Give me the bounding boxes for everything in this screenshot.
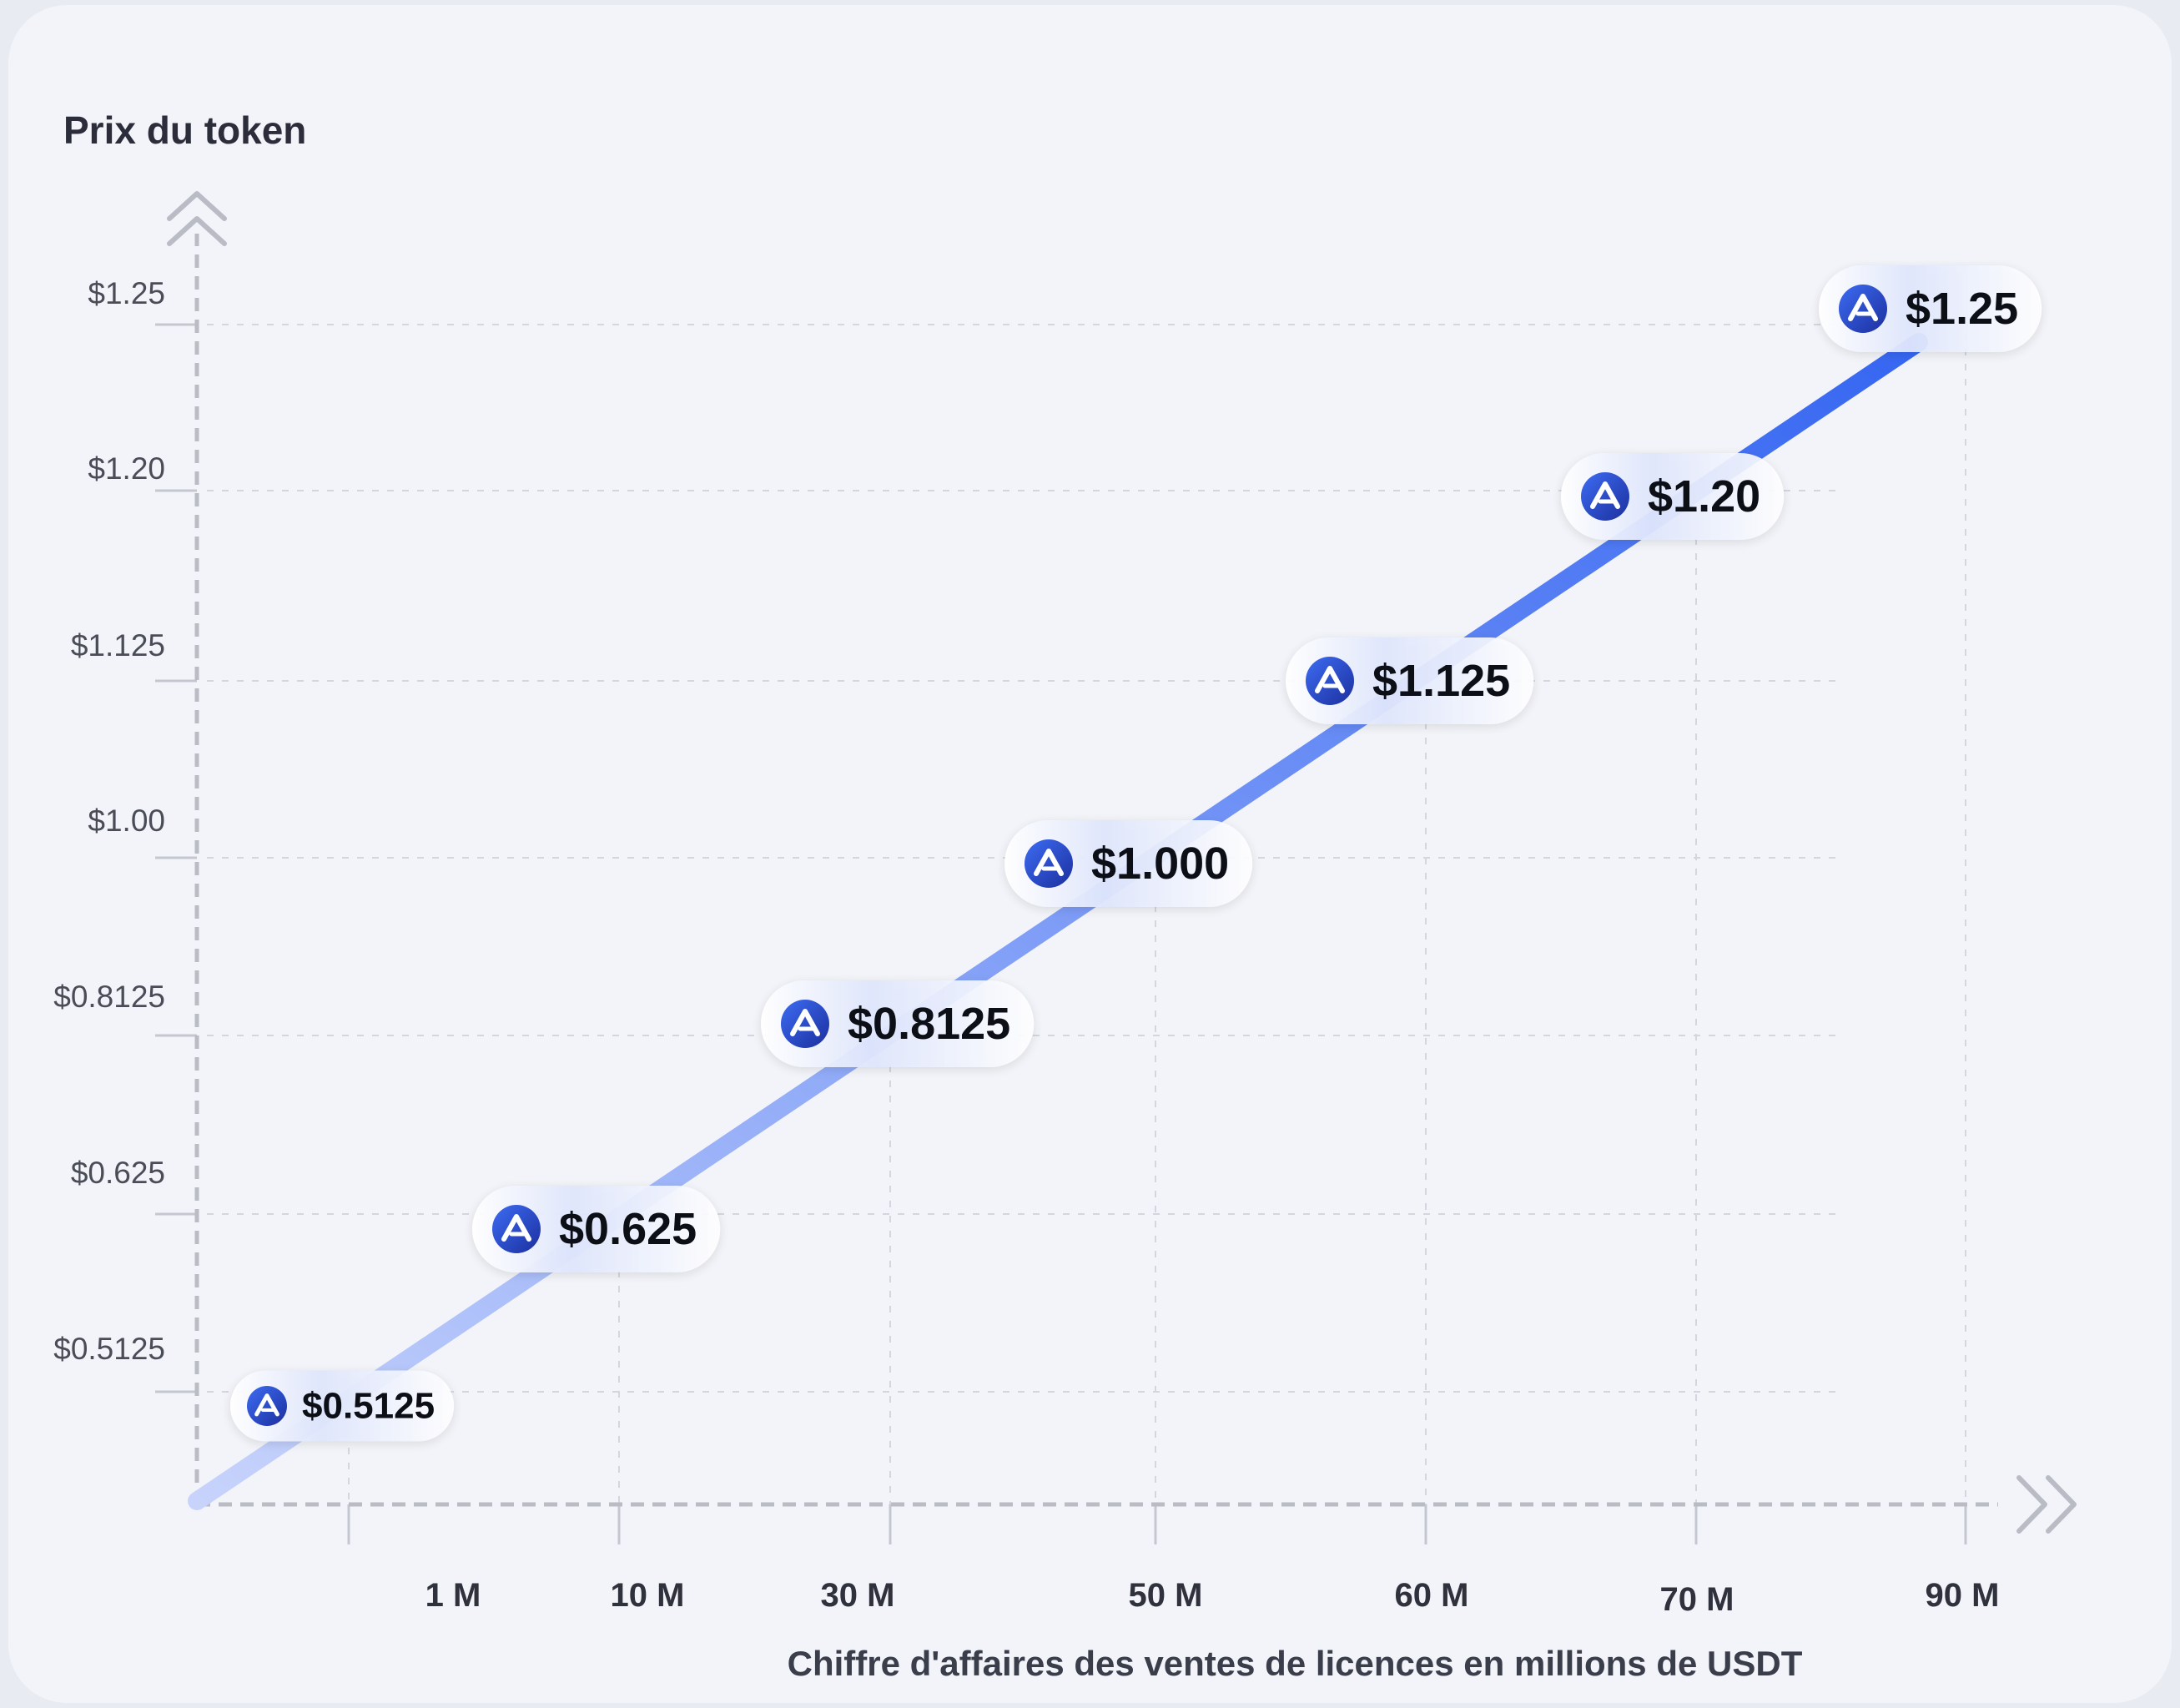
data-label-pill xyxy=(1286,637,1534,724)
token-logo-icon xyxy=(1306,657,1354,705)
axes xyxy=(167,191,2077,1534)
y-tick-label: $0.5125 xyxy=(53,1332,165,1366)
token-logo-icon xyxy=(247,1386,287,1426)
token-logo-icon xyxy=(1839,285,1887,333)
y-tick-label: $1.25 xyxy=(88,276,165,310)
data-label-value: $1.000 xyxy=(1091,839,1229,889)
data-label: $0.8125 xyxy=(761,980,1035,1067)
data-label-value: $1.125 xyxy=(1372,656,1510,706)
token-logo-icon xyxy=(1025,839,1073,888)
data-label: $0.625 xyxy=(472,1186,721,1272)
data-label-pill xyxy=(761,980,1035,1067)
data-label-pill xyxy=(230,1370,455,1442)
data-label-pill xyxy=(472,1186,721,1272)
y-tick-label: $0.625 xyxy=(71,1156,165,1190)
data-label-value: $0.5125 xyxy=(302,1386,435,1427)
data-label-pill xyxy=(1004,820,1253,907)
y-axis-title: Prix du token xyxy=(63,108,306,152)
x-tick-label: 90 M xyxy=(1926,1577,2000,1614)
x-tick-label: 10 M xyxy=(611,1577,685,1614)
data-labels: $0.5125 $0.625 $0.8125 $1.000 $1.125 $1.20 $1.… xyxy=(230,265,2042,1442)
data-label-value: $0.625 xyxy=(559,1204,697,1254)
data-label: $1.125 xyxy=(1286,637,1534,724)
data-label-value: $1.20 xyxy=(1648,471,1760,521)
y-tick-label: $1.00 xyxy=(88,804,165,838)
x-axis-arrow-icon xyxy=(2016,1475,2077,1534)
data-label: $1.20 xyxy=(1561,453,1785,540)
data-label-pill xyxy=(1561,453,1785,540)
x-tick-label: 50 M xyxy=(1129,1577,1203,1614)
x-axis-title: Chiffre d'affaires des ventes de licence… xyxy=(788,1644,1803,1683)
data-label-value: $0.8125 xyxy=(848,999,1010,1049)
token-logo-icon xyxy=(1581,472,1629,521)
x-tick-label: 1 M xyxy=(425,1577,481,1614)
data-label: $0.5125 xyxy=(230,1370,455,1442)
y-tick-label: $0.8125 xyxy=(53,980,165,1014)
data-label: $1.25 xyxy=(1819,265,2042,352)
y-tick-label: $1.125 xyxy=(71,628,165,663)
x-tick-label: 60 M xyxy=(1395,1577,1469,1614)
y-tick-labels: $0.5125 $0.625 $0.8125 $1.00 $1.125 $1.20 $1.2… xyxy=(53,276,165,1366)
y-tick-label: $1.20 xyxy=(88,451,165,486)
x-tick-label: 70 M xyxy=(1660,1581,1734,1618)
data-label-pill xyxy=(1819,265,2042,352)
token-logo-icon xyxy=(781,1000,829,1048)
y-axis-arrow-icon xyxy=(167,191,227,246)
data-label: $1.000 xyxy=(1004,820,1253,907)
data-label-value: $1.25 xyxy=(1906,284,2018,334)
token-logo-icon xyxy=(492,1205,541,1253)
x-tick-label: 30 M xyxy=(821,1577,895,1614)
x-tick-labels: 1 M 10 M 30 M 50 M 60 M 70 M 90 M xyxy=(425,1577,2000,1618)
